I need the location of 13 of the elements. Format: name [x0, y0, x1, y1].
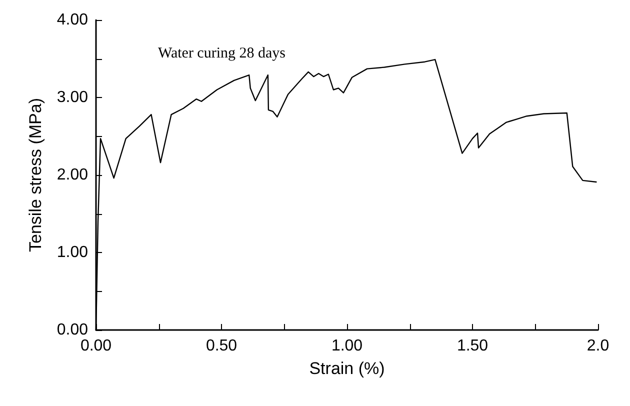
- y-tick-label: 3.00: [56, 89, 88, 106]
- y-tick-label: 0.00: [56, 322, 88, 338]
- x-tick-label: 1.00: [331, 338, 363, 354]
- x-tick-label: 0.00: [80, 338, 112, 354]
- y-tick-label: 1.00: [56, 244, 88, 261]
- x-tick-label: 0.50: [206, 338, 238, 354]
- x-tick-label: 2.0: [586, 338, 610, 354]
- y-tick-label: 2.00: [56, 166, 88, 184]
- x-tick-label: 1.50: [456, 338, 488, 354]
- x-axis-title: Strain (%): [309, 359, 385, 378]
- y-tick-label: 4.00: [56, 12, 88, 28]
- y-axis-title: Tensile stress (MPa): [26, 98, 45, 252]
- annotation: Water curing 28 days: [158, 46, 286, 62]
